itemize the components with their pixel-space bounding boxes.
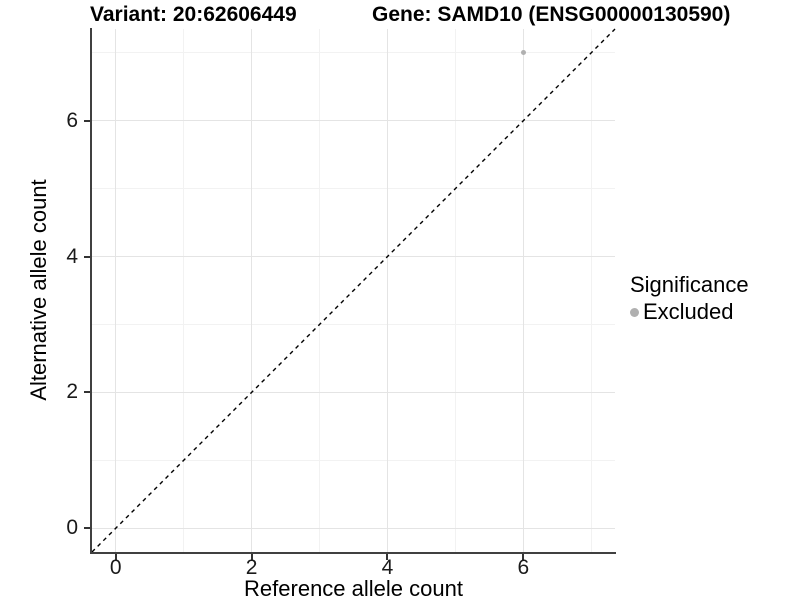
plot-panel	[91, 28, 616, 553]
y-axis-title: Alternative allele count	[26, 179, 51, 401]
data-point	[520, 50, 526, 56]
x-minor-gridline	[590, 29, 592, 552]
y-minor-gridline	[92, 188, 615, 190]
legend-item-label: Excluded	[643, 299, 734, 324]
x-minor-gridline	[454, 29, 456, 552]
x-tick-label: 4	[381, 556, 394, 579]
x-tick-mark	[522, 554, 525, 560]
y-major-gridline	[92, 256, 615, 258]
legend-item-excluded: Excluded	[630, 300, 749, 324]
x-tick-mark	[386, 554, 389, 560]
y-axis-line	[90, 28, 92, 554]
gene-title: Gene: SAMD10 (ENSG00000130590)	[372, 3, 731, 26]
x-minor-gridline	[319, 29, 321, 552]
y-tick-mark	[84, 527, 90, 530]
x-tick-mark	[250, 554, 253, 560]
x-axis-title: Reference allele count	[244, 576, 463, 600]
y-tick-mark	[84, 391, 90, 394]
x-major-gridline	[115, 29, 117, 552]
legend: Significance Excluded	[630, 272, 749, 324]
y-tick-mark	[84, 119, 90, 122]
y-minor-gridline	[92, 323, 615, 325]
y-major-gridline	[92, 391, 615, 393]
excluded-marker-icon	[630, 307, 639, 317]
identity-reference-line	[91, 28, 616, 553]
y-tick-mark	[84, 255, 90, 258]
x-tick-label: 0	[109, 556, 122, 579]
y-minor-gridline	[92, 52, 615, 54]
y-major-gridline	[92, 120, 615, 122]
legend-title: Significance	[630, 272, 749, 297]
x-tick-mark	[114, 554, 117, 560]
y-tick-label: 6	[66, 108, 78, 132]
y-major-gridline	[92, 527, 615, 529]
x-axis-line	[90, 552, 616, 554]
y-tick-label: 2	[66, 380, 78, 404]
x-tick-label: 6	[517, 556, 530, 579]
y-tick-label: 4	[66, 244, 78, 268]
y-minor-gridline	[92, 459, 615, 461]
x-major-gridline	[251, 29, 253, 552]
x-minor-gridline	[183, 29, 185, 552]
variant-title: Variant: 20:62606449	[90, 3, 297, 26]
x-major-gridline	[522, 29, 524, 552]
y-tick-label: 0	[66, 516, 78, 540]
x-major-gridline	[386, 29, 388, 552]
x-tick-label: 2	[245, 556, 258, 579]
